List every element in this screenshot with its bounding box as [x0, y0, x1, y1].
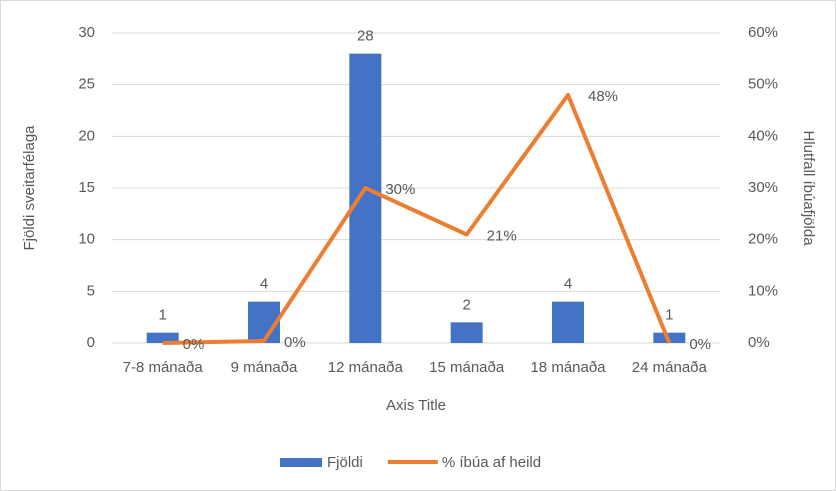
line-value-label: 21%: [487, 227, 517, 244]
y2-tick-label: 0%: [748, 334, 770, 351]
bar: [552, 301, 584, 343]
y-tick-label: 30: [78, 24, 95, 41]
x-tick-label: 24 mánaða: [632, 359, 708, 376]
x-tick-label: 12 mánaða: [328, 359, 404, 376]
bar-value-label: 2: [462, 296, 470, 313]
y2-axis-title: Hlutfall íbúafjölda: [800, 130, 817, 246]
bar-value-label: 4: [260, 276, 268, 293]
y-tick-label: 10: [78, 231, 95, 248]
x-tick-label: 9 mánaða: [231, 359, 298, 376]
line-value-label: 0%: [689, 336, 711, 353]
y2-tick-label: 50%: [748, 76, 778, 93]
line-value-label: 0%: [284, 334, 306, 351]
legend-label: Fjöldi: [327, 454, 363, 471]
line: [162, 93, 672, 345]
legend-label: % íbúa af heild: [442, 454, 541, 471]
x-tick-label: 15 mánaða: [429, 359, 505, 376]
bar-value-label: 4: [564, 276, 572, 293]
y-tick-label: 20: [78, 127, 95, 144]
y-axis-title: Fjöldi sveitarfélaga: [21, 125, 38, 251]
y2-tick-label: 40%: [748, 127, 778, 144]
line-value-label: 0%: [183, 336, 205, 353]
bar-value-label: 1: [665, 307, 673, 324]
y-tick-label: 25: [78, 76, 95, 93]
y-tick-label: 5: [87, 282, 95, 299]
y2-tick-label: 30%: [748, 179, 778, 196]
line-value-label: 30%: [385, 181, 415, 198]
bar: [349, 53, 382, 344]
line-value-label: 48%: [588, 88, 618, 105]
bar: [450, 322, 483, 343]
bar-value-label: 28: [357, 28, 374, 45]
legend-swatch: [280, 458, 322, 467]
x-tick-label: 18 mánaða: [530, 359, 606, 376]
y2-tick-label: 20%: [748, 231, 778, 248]
y-tick-label: 15: [78, 179, 95, 196]
x-axis-title: Axis Title: [386, 397, 446, 414]
x-tick-label: 7-8 mánaða: [123, 359, 204, 376]
y2-tick-label: 10%: [748, 282, 778, 299]
y2-tick-label: 60%: [748, 24, 778, 41]
y-tick-label: 0: [87, 334, 95, 351]
bar: [146, 332, 179, 343]
bar-value-label: 1: [158, 307, 166, 324]
